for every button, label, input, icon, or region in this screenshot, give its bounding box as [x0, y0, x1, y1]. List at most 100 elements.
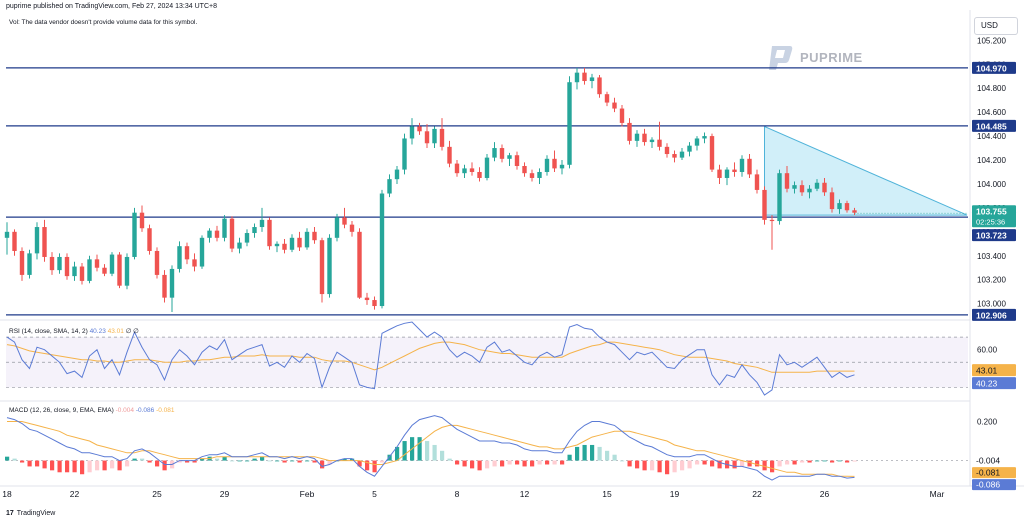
candle-body [657, 139, 662, 147]
macd-histogram-bar [365, 460, 370, 471]
rsi-value-tag-label: 43.01 [976, 366, 998, 376]
candle-body [439, 128, 445, 147]
candle-body [762, 189, 767, 220]
candle-body [844, 203, 850, 211]
macd-histogram-bar [102, 460, 107, 471]
candle-body [829, 192, 835, 210]
candle-body [312, 231, 317, 241]
macd-histogram-bar [522, 460, 527, 467]
tradingview-footer[interactable]: 17 TradingView [6, 510, 55, 517]
candle-body [807, 188, 812, 193]
macd-histogram-bar [110, 460, 115, 469]
macd-histogram-bar [275, 460, 280, 462]
candle-body [852, 210, 857, 213]
price-tick-label: 104.600 [977, 108, 1006, 117]
macd-legend: MACD (12, 26, close, 9, EMA, EMA) -0.004… [9, 407, 175, 414]
macd-histogram-bar [147, 460, 152, 463]
macd-histogram-bar [162, 460, 167, 471]
macd-histogram-bar [20, 460, 25, 463]
macd-histogram-bar [627, 460, 632, 467]
candle-body [574, 72, 580, 83]
macd-histogram-bar [290, 460, 295, 462]
macd-histogram-bar [740, 460, 745, 467]
macd-histogram-bar [260, 456, 265, 461]
macd-histogram-bar [267, 460, 272, 462]
candle-body [447, 146, 452, 164]
time-tick-label: 12 [520, 489, 530, 499]
candle-body [432, 128, 437, 144]
currency-selector[interactable]: USD [974, 17, 1018, 35]
candle-body [297, 237, 302, 248]
candle-body [589, 77, 595, 82]
time-tick-label: 15 [602, 489, 612, 499]
time-tick-label: Feb [300, 489, 315, 499]
macd-line [6, 415, 855, 481]
macd-value-tag-label: -0.086 [976, 480, 1000, 490]
candle-body [627, 122, 632, 141]
candle-body [724, 169, 730, 178]
candle-body [424, 131, 430, 144]
candle-body [394, 169, 400, 180]
rsi-line [6, 321, 855, 396]
candle-body [529, 173, 535, 178]
candle-body [154, 250, 160, 275]
candle-body [207, 230, 212, 238]
macd-histogram-bar [650, 460, 655, 471]
macd-histogram-bar [830, 460, 835, 463]
candle-body [282, 243, 287, 250]
macd-histogram-bar [552, 460, 557, 465]
candle-body [132, 212, 137, 257]
candle-body [709, 136, 715, 170]
macd-histogram-bar [762, 460, 767, 471]
candle-body [72, 266, 77, 277]
candle-body [267, 219, 272, 247]
candle-body [349, 224, 355, 232]
price-tick-label: 103.000 [977, 300, 1006, 309]
macd-histogram-bar [770, 460, 775, 473]
macd-histogram-bar [192, 460, 197, 463]
time-tick-label: 5 [372, 489, 377, 499]
macd-histogram-bar [42, 460, 47, 469]
candle-body [49, 256, 55, 271]
macd-histogram-bar [455, 460, 460, 465]
rsi-value-tag-label: 40.23 [976, 379, 998, 389]
macd-histogram-bar [710, 460, 715, 467]
candle-body [147, 228, 152, 251]
candle-body [642, 133, 647, 143]
candle-body [477, 171, 482, 178]
macd-histogram-bar [80, 460, 85, 475]
candle-body [357, 231, 362, 298]
candle-body [327, 237, 332, 295]
candle-body [754, 174, 760, 190]
candle-body [522, 166, 527, 174]
candle-body [739, 158, 745, 172]
macd-histogram-bar [477, 460, 482, 471]
macd-histogram-bar [380, 460, 385, 463]
macd-histogram-bar [305, 460, 310, 462]
price-tick-label: 104.200 [977, 156, 1006, 165]
price-tick-label: 103.200 [977, 276, 1006, 285]
macd-histogram-bar [27, 460, 32, 467]
candle-body [604, 94, 610, 103]
time-tick-label: 29 [220, 489, 230, 499]
macd-histogram-bar [95, 460, 100, 471]
macd-histogram-bar [297, 460, 302, 463]
macd-histogram-bar [215, 458, 220, 461]
candle-body [19, 250, 25, 275]
macd-histogram-bar [222, 456, 227, 461]
candle-body [619, 108, 625, 123]
candle-body [79, 266, 85, 281]
candle-body [34, 227, 40, 254]
macd-histogram-bar [402, 441, 407, 461]
candle-body [162, 274, 167, 298]
level-price-tag [972, 308, 1016, 321]
candle-body [679, 151, 685, 158]
macd-histogram-bar [185, 460, 190, 463]
macd-histogram-bar [702, 460, 707, 465]
macd-histogram-bar [432, 444, 437, 461]
macd-histogram-bar [237, 460, 242, 462]
time-tick-label: 25 [152, 489, 162, 499]
macd-histogram-bar [567, 454, 572, 461]
candle-body [334, 217, 340, 238]
